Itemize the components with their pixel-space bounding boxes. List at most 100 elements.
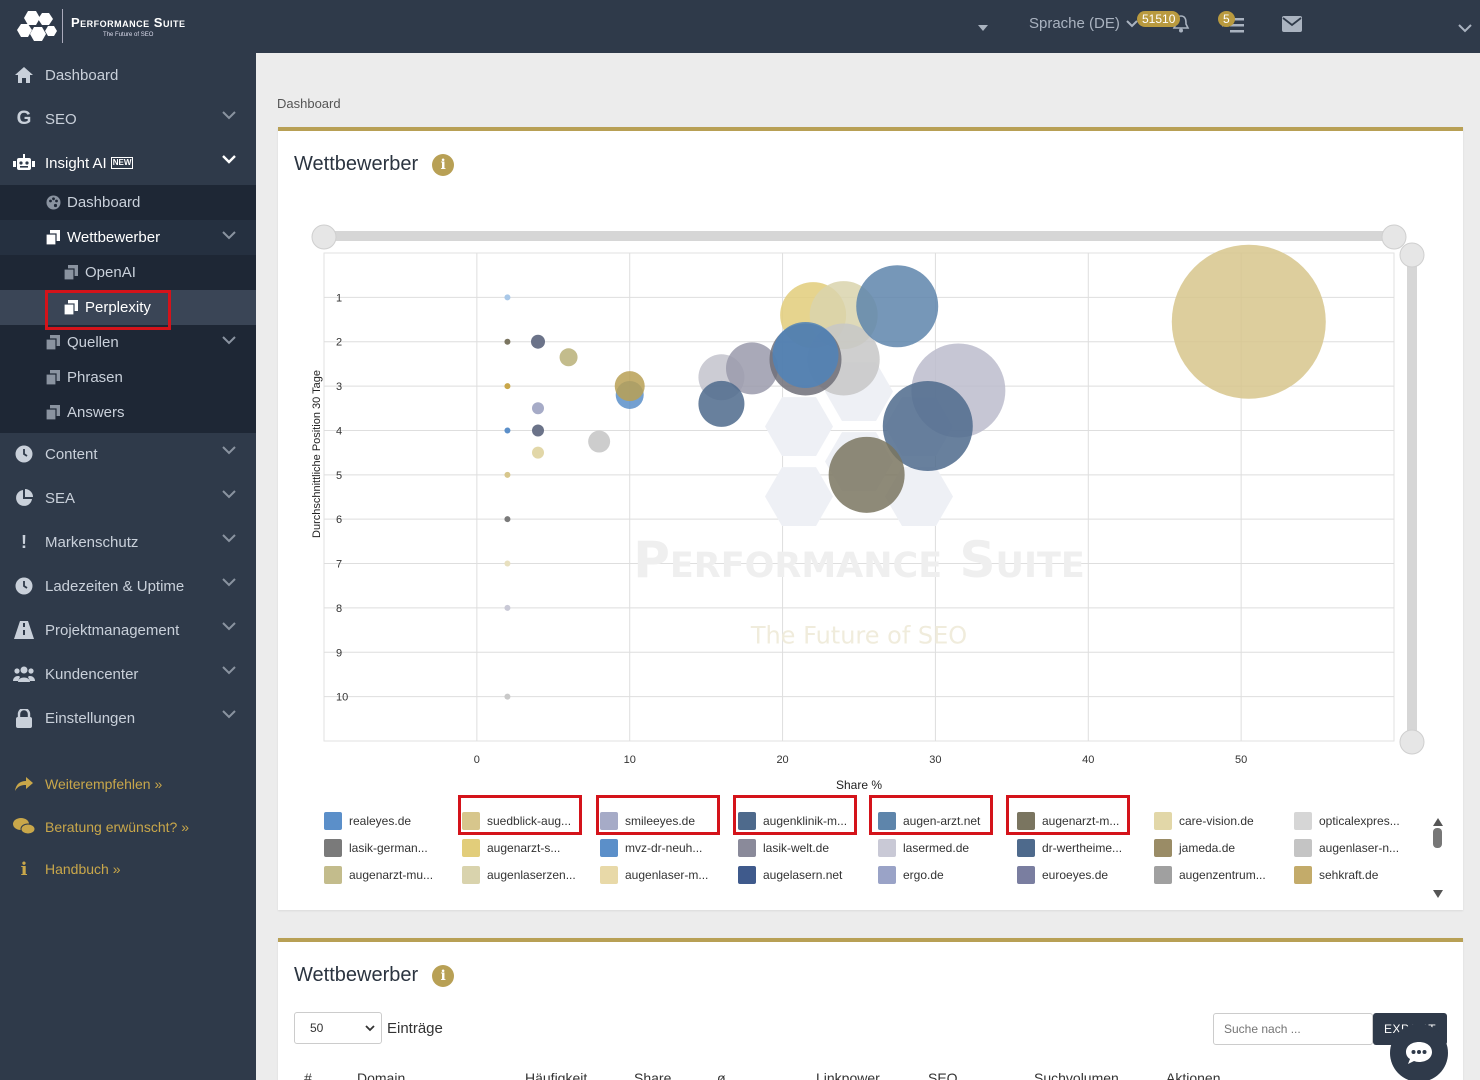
x-tick-label: 30 bbox=[929, 754, 941, 766]
y-tick-label: 3 bbox=[336, 381, 342, 393]
mail-icon[interactable] bbox=[1282, 16, 1302, 37]
breadcrumb[interactable]: Dashboard bbox=[277, 96, 341, 111]
sidebar-subitem-phrasen[interactable]: Phrasen bbox=[0, 360, 256, 395]
bubble-point bbox=[504, 693, 511, 700]
legend-item[interactable]: augelasern.net bbox=[738, 866, 842, 884]
user-menu-chevron-icon[interactable] bbox=[1458, 20, 1472, 38]
legend-item[interactable]: augenlaser-m... bbox=[600, 866, 708, 884]
legend-item[interactable]: augenzentrum... bbox=[1154, 866, 1266, 884]
sidebar-subitem-answers[interactable]: Answers bbox=[0, 395, 256, 430]
legend-item[interactable]: lasik-welt.de bbox=[738, 839, 829, 857]
sidebar-item-sea[interactable]: SEA bbox=[0, 476, 256, 520]
sidebar-subitem-wettbewerber[interactable]: Wettbewerber bbox=[0, 220, 256, 255]
sidebar-item-label: Einstellungen bbox=[45, 709, 136, 727]
legend-item[interactable]: augen-arzt.net bbox=[878, 812, 980, 830]
column-header-actions[interactable]: Aktionen bbox=[1166, 1070, 1221, 1080]
robot-icon bbox=[13, 154, 35, 172]
new-badge: NEW bbox=[110, 157, 134, 169]
logo[interactable]: Performance Suite The Future of SEO bbox=[16, 7, 226, 45]
legend-item[interactable]: mvz-dr-neuh... bbox=[600, 839, 702, 857]
legend-item[interactable]: augenarzt-mu... bbox=[324, 866, 433, 884]
sidebar-item-content[interactable]: Content bbox=[0, 432, 256, 476]
sidebar-item-label: SEA bbox=[45, 489, 76, 507]
legend-item[interactable]: augenarzt-s... bbox=[462, 839, 560, 857]
sidebar-item-label: Projektmanagement bbox=[45, 621, 180, 639]
legend-swatch bbox=[1294, 812, 1312, 830]
chevron-down-icon bbox=[222, 336, 236, 345]
road-icon bbox=[13, 621, 35, 639]
sidebar-subitem-quellen[interactable]: Quellen bbox=[0, 325, 256, 360]
sidebar-subitem-dashboard[interactable]: Dashboard bbox=[0, 185, 256, 220]
sidebar-item-ladezeiten[interactable]: Ladezeiten & Uptime bbox=[0, 564, 256, 608]
column-header-index[interactable]: # bbox=[304, 1070, 312, 1080]
legend-item[interactable]: dr-wertheime... bbox=[1017, 839, 1122, 857]
support-chat-button[interactable] bbox=[1390, 1024, 1448, 1080]
x-tick-label: 0 bbox=[474, 754, 480, 766]
sidebar-item-markenschutz[interactable]: ! Markenschutz bbox=[0, 520, 256, 564]
bubble-point bbox=[772, 322, 839, 389]
search-input[interactable] bbox=[1213, 1013, 1373, 1045]
pie-chart-icon bbox=[13, 489, 35, 507]
bubble-point bbox=[504, 604, 511, 611]
legend-item[interactable]: augenlaserzen... bbox=[462, 866, 576, 884]
sidebar-subitem-openai[interactable]: OpenAI bbox=[0, 255, 256, 290]
legend-label: augenarzt-m... bbox=[1042, 814, 1120, 828]
legend-swatch bbox=[600, 839, 618, 857]
x-range-slider-track bbox=[318, 231, 1400, 241]
legend-label: augenarzt-mu... bbox=[349, 868, 434, 882]
column-header-linkpower[interactable]: Linkpower bbox=[816, 1070, 880, 1080]
recommend-link[interactable]: Weiterempfehlen » bbox=[0, 766, 256, 802]
legend-item[interactable]: realeyes.de bbox=[324, 812, 411, 830]
project-dropdown-caret[interactable] bbox=[978, 18, 988, 35]
legend-scroll-up-icon[interactable] bbox=[1433, 813, 1443, 831]
column-header-frequency[interactable]: Häufigkeit bbox=[525, 1070, 588, 1080]
consulting-link[interactable]: Beratung erwünscht? » bbox=[0, 809, 256, 845]
legend-item[interactable]: jameda.de bbox=[1154, 839, 1235, 857]
legend-scroll-down-icon[interactable] bbox=[1433, 885, 1443, 903]
bubble-point bbox=[559, 348, 578, 367]
sidebar-item-einstellungen[interactable]: Einstellungen bbox=[0, 696, 256, 740]
legend-item[interactable]: lasik-german... bbox=[324, 839, 428, 857]
legend-label: sehkraft.de bbox=[1319, 868, 1379, 882]
bubble-point bbox=[882, 381, 973, 472]
legend-item[interactable]: care-vision.de bbox=[1154, 812, 1254, 830]
column-header-domain[interactable]: Domain bbox=[357, 1070, 406, 1080]
y-tick-label: 8 bbox=[336, 603, 342, 615]
legend-item[interactable]: sehkraft.de bbox=[1294, 866, 1378, 884]
legend-item[interactable]: smileeyes.de bbox=[600, 812, 695, 830]
column-header-seo[interactable]: SEO bbox=[928, 1070, 958, 1080]
legend-scrollbar[interactable] bbox=[1433, 828, 1442, 848]
sidebar-item-dashboard[interactable]: Dashboard bbox=[0, 53, 256, 97]
column-header-average[interactable]: ø bbox=[717, 1070, 726, 1080]
bubble-point bbox=[532, 446, 544, 459]
sidebar-item-label: Ladezeiten & Uptime bbox=[45, 577, 185, 595]
legend-item[interactable]: augenlaser-n... bbox=[1294, 839, 1399, 857]
legend-swatch bbox=[324, 812, 342, 830]
info-icon[interactable]: i bbox=[432, 964, 455, 987]
legend-item[interactable]: ergo.de bbox=[878, 866, 944, 884]
page-size-select[interactable]: 50 bbox=[294, 1012, 382, 1044]
copy-icon bbox=[46, 335, 61, 350]
column-header-search-volume[interactable]: Suchvolumen bbox=[1034, 1070, 1119, 1080]
sidebar-item-projektmanagement[interactable]: Projektmanagement bbox=[0, 608, 256, 652]
legend-item[interactable]: lasermed.de bbox=[878, 839, 969, 857]
manual-link[interactable]: i Handbuch » bbox=[0, 851, 256, 887]
y-tick-label: 6 bbox=[336, 514, 342, 526]
table-card-title: Wettbewerber i bbox=[294, 964, 455, 987]
legend-item[interactable]: euroeyes.de bbox=[1017, 866, 1108, 884]
legend-swatch bbox=[462, 866, 480, 884]
home-icon bbox=[13, 66, 35, 84]
legend-item[interactable]: augenklinik-m... bbox=[738, 812, 847, 830]
legend-item[interactable]: suedblick-aug... bbox=[462, 812, 571, 830]
legend-item[interactable]: augenarzt-m... bbox=[1017, 812, 1119, 830]
legend-label: ergo.de bbox=[903, 868, 944, 882]
language-selector[interactable]: Sprache (DE) bbox=[1029, 15, 1138, 32]
sidebar-subitem-perplexity[interactable]: Perplexity bbox=[0, 290, 256, 325]
chart-card: Wettbewerber i 0 10 20 30 40 50 1 2 3 4 5 6 7 8 9 10 Per… bbox=[278, 127, 1463, 910]
sidebar-item-kundencenter[interactable]: Kundencenter bbox=[0, 652, 256, 696]
info-icon[interactable]: i bbox=[432, 153, 455, 176]
sidebar-item-seo[interactable]: G SEO bbox=[0, 97, 256, 141]
sidebar-item-insight-ai[interactable]: Insight AI NEW bbox=[0, 141, 256, 185]
column-header-share[interactable]: Share bbox=[634, 1070, 672, 1080]
legend-item[interactable]: opticalexpres... bbox=[1294, 812, 1400, 830]
